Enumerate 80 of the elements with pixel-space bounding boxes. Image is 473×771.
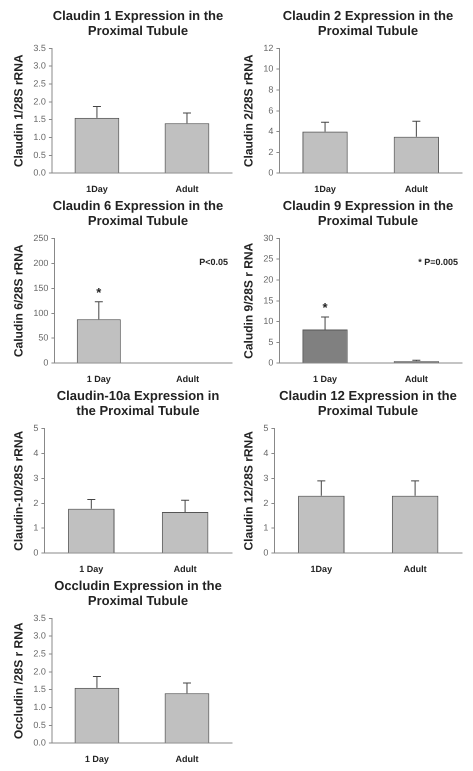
y-tick-label: 0	[268, 358, 274, 368]
chart-title: Claudin 6 Expression in the Proximal Tubule	[52, 198, 224, 230]
x-tick-label: Adult	[175, 754, 198, 764]
y-tick-label: 6	[268, 105, 274, 116]
x-tick-label: 1Day	[310, 564, 332, 574]
y-tick-label: 2	[33, 498, 38, 508]
y-tick-label: 0	[268, 168, 274, 178]
y-tick-label: 0.0	[33, 738, 46, 748]
chart-title: Claudin 9 Expression in the Proximal Tubule	[282, 198, 454, 230]
y-tick-label: 0.0	[33, 168, 46, 178]
annotation: P<0.05	[199, 257, 228, 268]
x-tick-label: 1 Day	[86, 374, 111, 384]
y-tick-label: 20	[263, 274, 274, 284]
y-tick-label: 25	[263, 254, 274, 264]
y-tick-label: 2	[268, 146, 274, 157]
y-tick-label: 250	[33, 232, 48, 243]
y-tick-label: 10	[263, 316, 274, 326]
y-tick-label: 2.5	[33, 648, 46, 659]
annotation: *	[96, 284, 102, 300]
y-tick-label: 1.5	[33, 684, 46, 694]
annotation: *	[322, 300, 328, 316]
y-tick-label: 3.5	[33, 612, 46, 623]
y-tick-label: 5	[268, 336, 274, 347]
y-tick-label: 10	[263, 64, 274, 74]
chart-title: Claudin 12 Expression in the Proximal Tubule	[278, 388, 458, 420]
y-tick-label: 4	[263, 448, 268, 458]
y-axis-title: Claudin 2/28S rRNA	[242, 54, 256, 168]
y-axis-title: Caludin 6/28S rRNA	[12, 244, 26, 358]
y-tick-label: 0.5	[33, 150, 46, 160]
y-axis-title: Claudin 1/28S rRNA	[12, 54, 26, 168]
y-axis-title: Claudin-10/28S rRNA	[12, 430, 26, 551]
annotation: * P=0.005	[418, 257, 458, 268]
x-tick-label: Adult	[175, 184, 198, 194]
y-tick-label: 5	[33, 422, 38, 433]
y-tick-label: 2	[263, 498, 268, 508]
y-tick-label: 3.5	[33, 42, 46, 53]
y-tick-label: 12	[263, 42, 274, 53]
y-tick-label: 30	[263, 232, 274, 243]
y-tick-label: 0	[263, 548, 268, 558]
y-tick-label: 1.0	[33, 702, 46, 712]
y-axis-title: Claudin 12/28S rRNA	[242, 430, 256, 550]
y-tick-label: 1	[263, 522, 268, 533]
x-tick-label: Adult	[404, 184, 428, 194]
y-tick-label: 15	[263, 295, 274, 306]
x-tick-label: Adult	[176, 374, 200, 384]
y-tick-label: 2.5	[33, 78, 46, 89]
chart-title: Occludin Expression in the Proximal Tubule	[53, 578, 223, 610]
y-tick-label: 5	[263, 422, 268, 433]
x-tick-label: 1 Day	[313, 374, 338, 384]
y-tick-label: 2.0	[33, 96, 46, 106]
x-tick-label: 1Day	[86, 184, 108, 194]
y-tick-label: 0	[33, 548, 38, 558]
x-tick-label: Adult	[404, 374, 428, 384]
y-tick-label: 3.0	[33, 60, 46, 71]
y-tick-label: 3	[33, 472, 38, 483]
chart-title: Claudin 1 Expression in the Proximal Tubule	[52, 8, 224, 40]
y-tick-label: 4	[33, 448, 38, 458]
x-tick-label: 1Day	[314, 184, 336, 194]
y-tick-label: 4	[268, 126, 274, 136]
y-tick-label: 150	[33, 282, 48, 293]
y-tick-label: 2.0	[33, 666, 46, 676]
y-tick-label: 3.0	[33, 630, 46, 641]
y-axis-title: Occludin /28S r RNA	[12, 622, 26, 740]
x-tick-label: 1 Day	[79, 564, 104, 574]
y-tick-label: 8	[268, 84, 274, 94]
chart-title: Claudin 2 Expression in the Proximal Tubule	[282, 8, 454, 40]
y-tick-label: 100	[33, 308, 48, 318]
y-tick-label: 50	[38, 332, 48, 343]
y-tick-label: 1.0	[33, 132, 46, 142]
y-tick-label: 1.5	[33, 114, 46, 124]
y-tick-label: 0.5	[33, 720, 46, 730]
y-tick-label: 3	[263, 472, 268, 483]
y-tick-label: 1	[33, 522, 38, 533]
x-tick-label: Adult	[404, 564, 427, 574]
y-tick-label: 200	[33, 258, 48, 268]
y-tick-label: 0	[43, 358, 48, 368]
y-axis-title: Caludin 9/28S r RNA	[242, 242, 256, 359]
x-tick-label: Adult	[174, 564, 197, 574]
x-tick-label: 1 Day	[84, 754, 109, 764]
chart-title: Claudin-10a Expression in the Proximal Tubule	[56, 388, 220, 420]
